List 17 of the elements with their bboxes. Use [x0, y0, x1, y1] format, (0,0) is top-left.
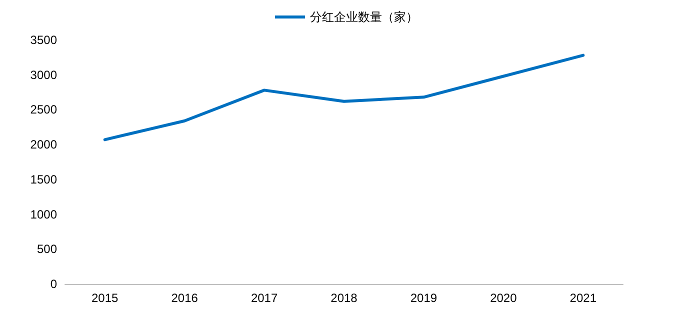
y-tick-label: 3500	[30, 33, 58, 47]
x-tick-label: 2018	[330, 291, 358, 305]
y-tick-label: 1500	[30, 172, 58, 186]
y-tick-label: 0	[50, 277, 58, 291]
y-tick-label: 2500	[30, 102, 58, 117]
y-tick-label: 2000	[30, 138, 58, 152]
x-tick-label: 2017	[250, 291, 278, 305]
x-tick-label: 2015	[92, 291, 119, 305]
y-tick-label: 500	[36, 242, 58, 256]
y-tick-label: 1000	[30, 207, 58, 222]
x-tick-label: 2019	[410, 291, 438, 305]
legend-label: 分红企业数量（家）	[310, 10, 418, 24]
line-series	[103, 54, 585, 142]
x-tick-label: 2021	[570, 291, 597, 305]
x-tick-label: 2020	[490, 291, 518, 305]
y-tick-label: 3000	[30, 68, 58, 82]
x-tick-label: 2016	[171, 291, 198, 305]
